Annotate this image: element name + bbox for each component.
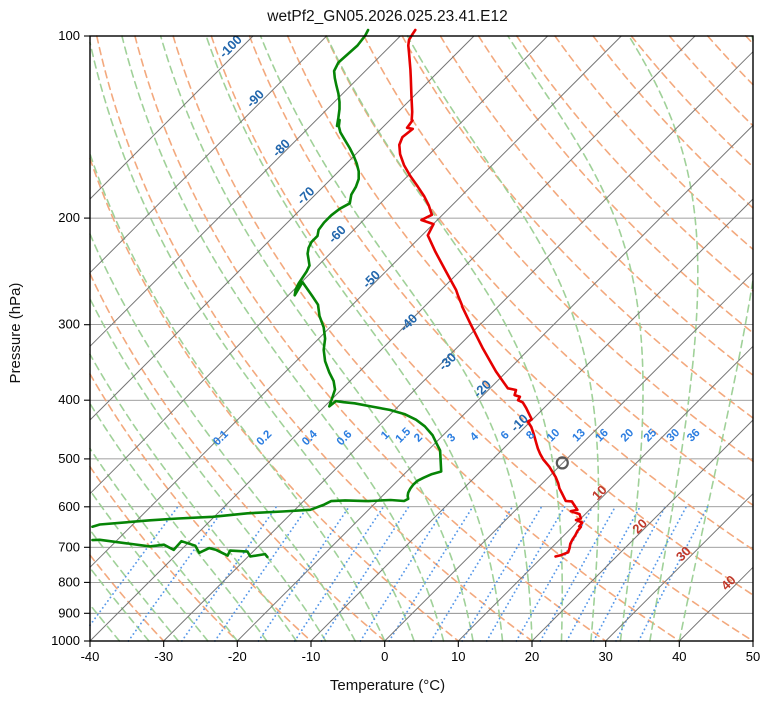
svg-text:0: 0 bbox=[381, 649, 388, 664]
svg-text:-20: -20 bbox=[228, 649, 247, 664]
svg-text:-30: -30 bbox=[154, 649, 173, 664]
svg-text:1000: 1000 bbox=[51, 633, 80, 648]
svg-text:500: 500 bbox=[58, 451, 80, 466]
svg-text:-10: -10 bbox=[302, 649, 321, 664]
svg-text:700: 700 bbox=[58, 539, 80, 554]
svg-text:200: 200 bbox=[58, 210, 80, 225]
svg-text:40: 40 bbox=[672, 649, 686, 664]
svg-text:10: 10 bbox=[451, 649, 465, 664]
svg-text:800: 800 bbox=[58, 574, 80, 589]
svg-text:400: 400 bbox=[58, 392, 80, 407]
svg-text:30: 30 bbox=[598, 649, 612, 664]
svg-text:50: 50 bbox=[746, 649, 760, 664]
svg-text:900: 900 bbox=[58, 605, 80, 620]
svg-text:100: 100 bbox=[58, 28, 80, 43]
svg-text:-40: -40 bbox=[81, 649, 100, 664]
svg-text:20: 20 bbox=[525, 649, 539, 664]
svg-text:300: 300 bbox=[58, 317, 80, 332]
svg-text:600: 600 bbox=[58, 499, 80, 514]
